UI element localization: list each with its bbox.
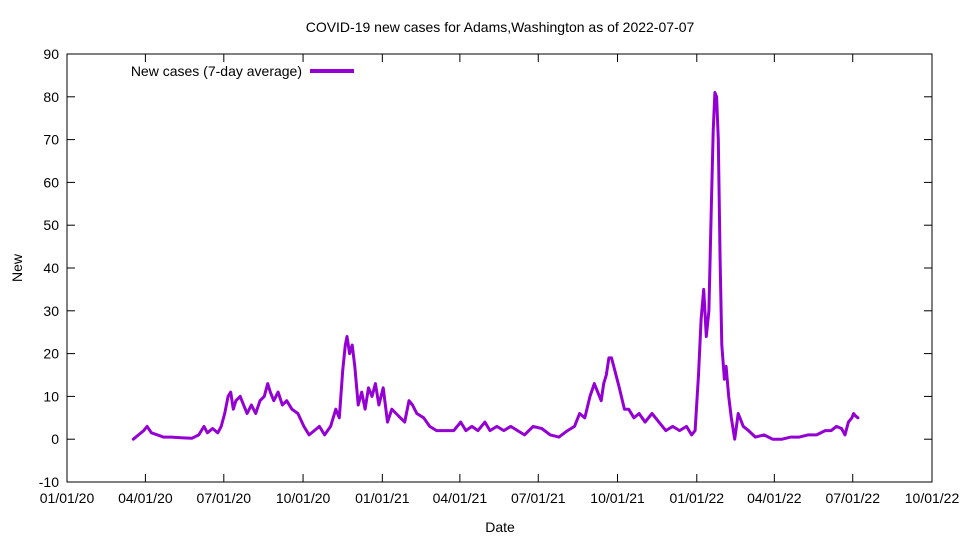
y-tick-label: 30 (43, 303, 59, 319)
x-tick-label: 10/01/22 (905, 490, 960, 506)
legend-label: New cases (7-day average) (131, 63, 302, 79)
x-tick-label: 04/01/20 (118, 490, 173, 506)
y-tick-label: 40 (43, 260, 59, 276)
x-tick-label: 04/01/21 (433, 490, 488, 506)
y-tick-label: 60 (43, 174, 59, 190)
x-tick-label: 10/01/21 (590, 490, 645, 506)
plot-border (66, 53, 933, 483)
y-tick-label: 20 (43, 346, 59, 362)
x-tick-label: 01/01/22 (670, 490, 725, 506)
y-tick-label: -10 (39, 474, 59, 490)
y-tick-label: 90 (43, 46, 59, 62)
y-tick-label: 80 (43, 89, 59, 105)
y-tick-label: 70 (43, 132, 59, 148)
x-tick-label: 07/01/20 (197, 490, 252, 506)
y-tick-label: 50 (43, 217, 59, 233)
x-tick-label: 07/01/22 (825, 490, 880, 506)
plot-area (131, 91, 860, 441)
x-tick-label: 04/01/22 (747, 490, 802, 506)
x-tick-label: 10/01/20 (276, 490, 331, 506)
y-tick-label: 10 (43, 388, 59, 404)
x-tick-label: 07/01/21 (511, 490, 566, 506)
x-tick-label: 01/01/21 (355, 490, 410, 506)
series-line (131, 91, 860, 441)
y-axis-label: New (9, 253, 25, 282)
y-tick-label: 0 (51, 431, 59, 447)
x-tick-label: 01/01/20 (40, 490, 95, 506)
legend: New cases (7-day average) (131, 63, 354, 79)
axes: -10 0 10 20 30 40 50 60 70 80 90 01/01/20 04/01/20 07… (39, 46, 960, 506)
chart-title: COVID-19 new cases for Adams,Washington … (306, 19, 695, 35)
x-axis-label: Date (485, 519, 515, 535)
